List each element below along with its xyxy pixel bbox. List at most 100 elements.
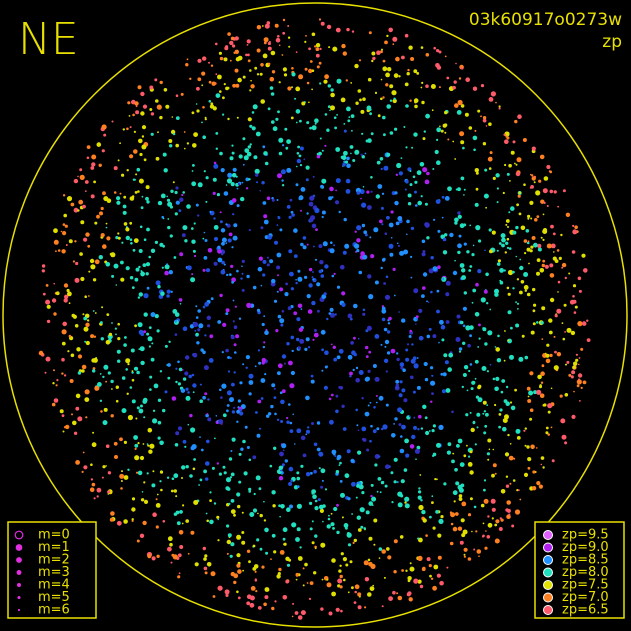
star <box>374 454 380 459</box>
star <box>250 586 256 591</box>
star <box>330 88 334 92</box>
star <box>111 274 115 278</box>
star <box>284 459 288 463</box>
star <box>134 324 138 328</box>
star <box>78 199 84 205</box>
star <box>128 115 131 117</box>
star <box>384 294 391 300</box>
star <box>84 397 90 402</box>
star <box>141 135 145 138</box>
star <box>553 190 557 194</box>
star <box>230 335 235 340</box>
star <box>187 423 190 426</box>
star <box>368 501 374 506</box>
star <box>388 222 394 228</box>
star <box>156 554 160 558</box>
star <box>507 292 511 296</box>
star <box>175 94 179 97</box>
star <box>342 557 347 562</box>
star <box>343 217 347 222</box>
star <box>468 455 471 458</box>
star <box>175 431 180 436</box>
star <box>305 472 311 477</box>
star <box>353 303 358 309</box>
star <box>314 534 318 538</box>
star <box>441 195 445 199</box>
star <box>197 77 202 82</box>
star <box>552 232 556 236</box>
star <box>171 116 174 118</box>
star <box>433 46 437 50</box>
star <box>280 323 284 327</box>
star <box>386 104 392 109</box>
star <box>494 288 499 294</box>
star <box>113 441 118 446</box>
magnitude-label: m=0 <box>38 528 70 543</box>
star <box>223 57 228 62</box>
star <box>308 47 311 51</box>
star <box>396 481 399 484</box>
star <box>206 519 209 523</box>
star <box>335 607 340 612</box>
star <box>495 173 500 178</box>
star <box>353 601 357 604</box>
star <box>320 468 326 474</box>
star <box>424 179 430 185</box>
star <box>354 590 358 594</box>
star <box>409 329 413 333</box>
star <box>324 144 327 147</box>
star <box>326 24 332 30</box>
star <box>408 415 411 418</box>
star <box>304 347 308 351</box>
star <box>237 399 241 403</box>
star <box>307 309 313 314</box>
star <box>277 216 281 220</box>
star <box>91 482 96 487</box>
star <box>468 369 471 373</box>
star <box>406 343 410 346</box>
star <box>404 188 407 191</box>
star <box>155 99 159 103</box>
star <box>90 264 96 270</box>
star <box>90 166 95 170</box>
star <box>388 27 394 33</box>
star <box>460 518 465 523</box>
star <box>417 537 420 540</box>
star <box>431 392 434 395</box>
star <box>242 569 245 572</box>
star <box>353 336 356 340</box>
star <box>241 531 245 534</box>
star <box>238 154 243 159</box>
star <box>300 209 302 212</box>
star <box>358 270 363 275</box>
star <box>379 219 383 224</box>
star <box>267 412 272 416</box>
star <box>223 471 227 475</box>
star <box>196 341 200 345</box>
star <box>373 518 378 523</box>
magnitude-marker <box>16 557 22 563</box>
star <box>219 151 223 156</box>
star <box>323 79 328 84</box>
star <box>198 323 204 329</box>
star <box>370 494 373 498</box>
star <box>311 541 315 545</box>
star <box>204 301 210 307</box>
star <box>227 172 233 178</box>
star <box>246 302 252 308</box>
star <box>321 479 324 482</box>
star <box>397 216 403 221</box>
star <box>541 306 546 311</box>
star <box>526 241 530 245</box>
star <box>491 473 495 478</box>
star <box>396 352 399 355</box>
star <box>477 384 482 389</box>
star <box>261 322 265 327</box>
star <box>345 189 351 194</box>
star <box>461 275 466 280</box>
star <box>536 271 540 276</box>
star <box>257 349 260 352</box>
star <box>42 292 46 296</box>
star <box>372 504 374 507</box>
star <box>347 543 352 547</box>
